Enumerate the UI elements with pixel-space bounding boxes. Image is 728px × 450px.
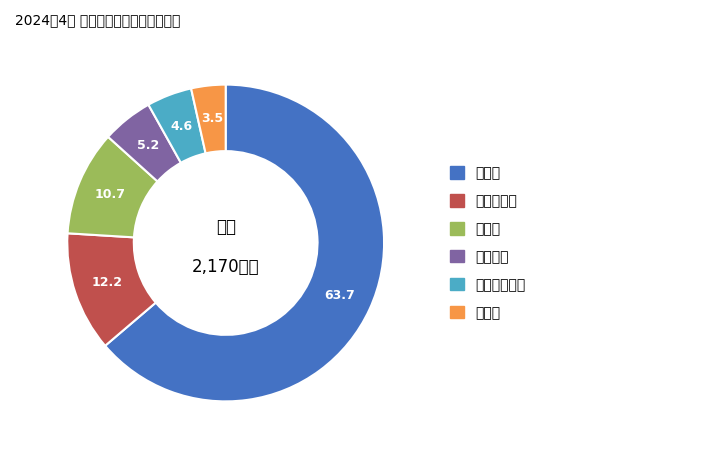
Text: 総額: 総額 [215,218,236,236]
Text: 10.7: 10.7 [95,188,126,201]
Wedge shape [67,233,156,346]
Text: 5.2: 5.2 [137,139,159,152]
Legend: ドイツ, ハンガリー, スイス, イタリア, スウェーデン, その他: ドイツ, ハンガリー, スイス, イタリア, スウェーデン, その他 [451,166,526,320]
Text: 2024年4月 輸入相手国のシェア（％）: 2024年4月 輸入相手国のシェア（％） [15,14,180,27]
Wedge shape [68,137,157,237]
Text: 4.6: 4.6 [170,120,192,133]
Text: 2,170万円: 2,170万円 [192,258,259,276]
Wedge shape [108,105,181,181]
Text: 63.7: 63.7 [324,289,355,302]
Wedge shape [105,85,384,401]
Wedge shape [149,88,205,163]
Wedge shape [191,85,226,153]
Text: 3.5: 3.5 [201,112,223,125]
Text: 12.2: 12.2 [92,276,122,289]
